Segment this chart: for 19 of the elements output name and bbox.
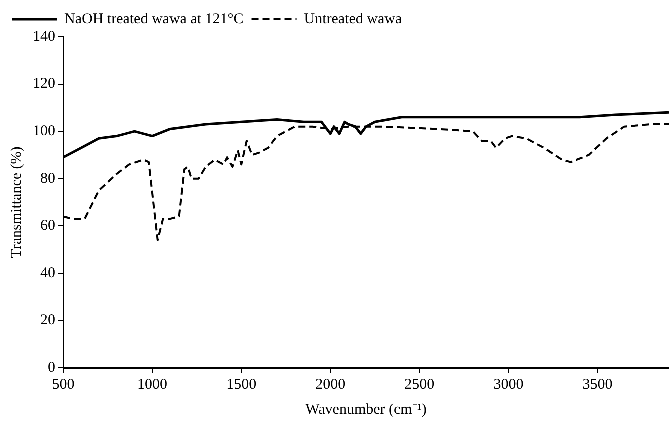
x-axis-title: Wavenumber (cm⁻¹) [306, 402, 427, 418]
y-tick-label: 140 [33, 28, 56, 45]
legend-label: Untreated wawa [304, 11, 402, 28]
x-tick-label: 3500 [582, 376, 613, 393]
x-tick-label: 1500 [226, 376, 257, 393]
y-tick-label: 20 [40, 312, 56, 329]
x-tick-label: 3000 [494, 376, 524, 393]
y-tick-label: 120 [33, 76, 56, 92]
legend-label: NaOH treated wawa at 121°C [64, 11, 244, 28]
y-axis-title: Transmittance (%) [8, 146, 25, 258]
x-tick-label: 500 [52, 376, 75, 393]
y-tick-label: 40 [40, 265, 56, 282]
x-tick-label: 2000 [316, 376, 346, 393]
x-tick-label: 2500 [404, 376, 435, 393]
y-tick-label: 100 [33, 124, 56, 140]
y-tick-label: 0 [48, 360, 56, 376]
y-tick-label: 60 [40, 218, 56, 234]
y-tick-label: 80 [40, 170, 56, 187]
x-tick-label: 1000 [138, 376, 168, 393]
